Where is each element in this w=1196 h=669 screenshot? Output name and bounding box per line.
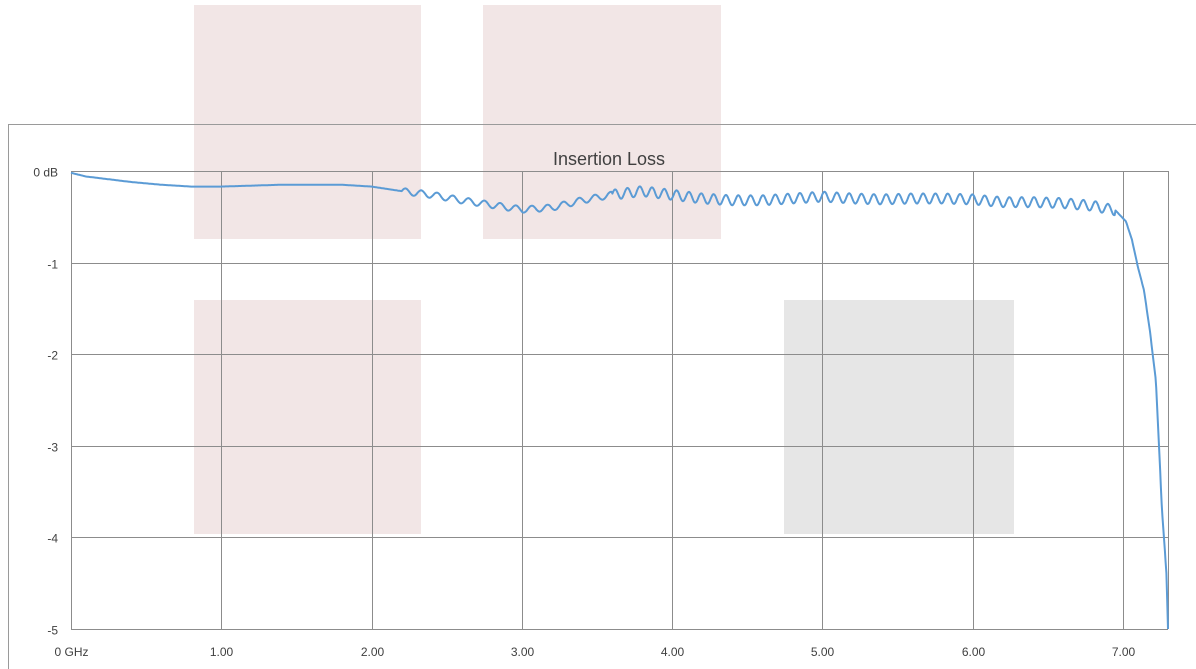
x-tick-label: 7.00 [1112,645,1136,659]
x-tick-labels: 0 GHz 1.00 2.00 3.00 4.00 5.00 6.00 7.00 [54,645,1135,659]
overlay-box-2 [483,5,721,239]
x-tick-label: 1.00 [210,645,234,659]
overlay-box-4 [784,300,1014,534]
x-tick-label: 5.00 [811,645,835,659]
insertion-loss-line [70,171,1169,630]
chart-area-border [8,124,1196,669]
x-tick-label: 0 GHz [54,645,88,659]
y-tick-label: -1 [47,258,58,272]
x-tick-label: 6.00 [962,645,986,659]
y-tick-label: -4 [47,532,58,546]
grid-lines [71,171,1169,630]
y-tick-labels: 0 dB -1 -2 -3 -4 -5 [33,166,58,638]
x-tick-label: 3.00 [511,645,535,659]
y-tick-label: 0 dB [33,166,58,180]
x-tick-label: 2.00 [361,645,385,659]
y-tick-label: -5 [47,624,58,638]
y-tick-label: -3 [47,441,58,455]
x-tick-label: 4.00 [661,645,685,659]
y-tick-label: -2 [47,349,58,363]
overlay-box-1 [194,5,421,239]
overlay-box-3 [194,300,421,534]
chart-title: Insertion Loss [553,149,665,169]
